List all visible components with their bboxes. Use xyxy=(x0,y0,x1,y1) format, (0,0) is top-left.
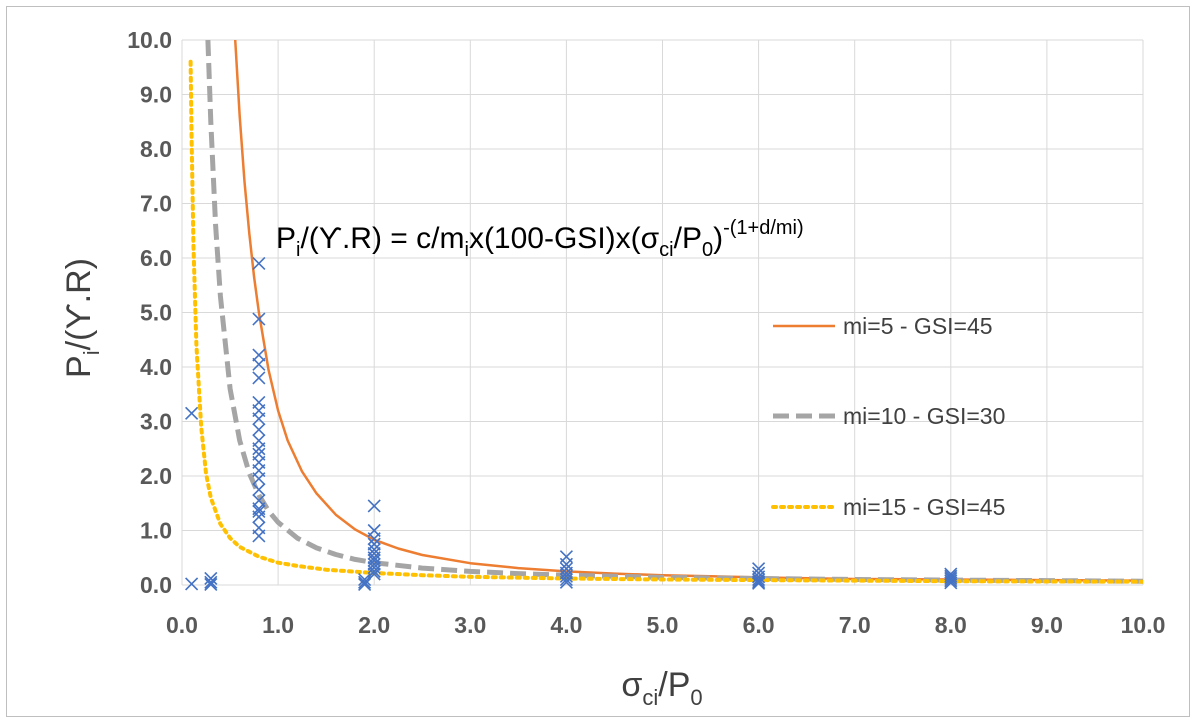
scatter-point xyxy=(752,570,766,584)
scatter-point xyxy=(252,472,266,486)
scatter-point xyxy=(944,569,958,583)
x-tick-label: 4.0 xyxy=(550,612,582,638)
scatter-point xyxy=(252,348,266,362)
scatter-point xyxy=(252,371,266,385)
scatter-point xyxy=(185,577,199,591)
x-tick-label: 7.0 xyxy=(839,612,871,638)
y-tick-label: 4.0 xyxy=(140,354,172,380)
scatter-point xyxy=(752,575,766,589)
scatter-point xyxy=(944,574,958,588)
scatter-point xyxy=(252,529,266,543)
y-tick-label: 8.0 xyxy=(140,136,172,162)
legend-label-mi15-gsi45: mi=15 - GSI=45 xyxy=(843,494,1005,520)
axes: 0.0 1.0 2.0 3.0 4.0 5.0 6.0 7.0 8.0 9.0 10.0 0.0 1.0… xyxy=(127,27,1165,638)
y-tick-label: 3.0 xyxy=(140,409,172,435)
scatter-point xyxy=(252,357,266,371)
x-tick-label: 8.0 xyxy=(935,612,967,638)
scatter-point xyxy=(367,551,381,565)
scatter-point xyxy=(252,412,266,426)
scatter-point xyxy=(252,510,266,524)
scatter-point xyxy=(944,571,958,586)
x-tick-label: 0.0 xyxy=(166,612,198,638)
y-tick-label: 9.0 xyxy=(140,82,172,108)
scatter-point xyxy=(252,442,266,456)
x-tick-label: 2.0 xyxy=(358,612,390,638)
gridlines xyxy=(181,39,1144,586)
scatter-point xyxy=(252,483,266,497)
scatter-point xyxy=(204,577,218,592)
scatter-point xyxy=(204,571,218,586)
scatter-point xyxy=(252,312,266,326)
x-tick-label: 5.0 xyxy=(647,612,679,638)
plot-series xyxy=(185,40,1143,592)
chart-frame xyxy=(6,6,1190,717)
scatter-point xyxy=(367,564,381,578)
x-tick-label: 10.0 xyxy=(1121,612,1166,638)
scatter-point xyxy=(367,499,381,513)
scatter-point xyxy=(252,423,266,437)
scatter-point xyxy=(204,575,218,589)
scatter-point xyxy=(358,572,372,587)
scatter-point xyxy=(367,567,381,581)
scatter-point xyxy=(752,572,766,587)
scatter-point xyxy=(559,572,573,587)
y-tick-label: 6.0 xyxy=(140,245,172,271)
scatter-point xyxy=(367,537,381,551)
scatter-point xyxy=(559,569,573,583)
y-tick-label: 0.0 xyxy=(140,572,172,598)
x-tick-label: 9.0 xyxy=(1031,612,1063,638)
scatter-point xyxy=(367,532,381,546)
scatter-point xyxy=(367,560,381,575)
y-tick-label: 5.0 xyxy=(140,300,172,326)
legend: mi=5 - GSI=45 mi=10 - GSI=30 mi=15 - GSI… xyxy=(771,313,1005,520)
x-tick-label: 1.0 xyxy=(262,612,294,638)
legend-label-mi5-gsi45: mi=5 - GSI=45 xyxy=(843,313,993,339)
scatter-point xyxy=(252,504,266,518)
scatter-point xyxy=(358,575,372,589)
y-tick-label: 1.0 xyxy=(140,518,172,544)
scatter-point xyxy=(559,566,573,580)
scatter-point xyxy=(559,575,573,589)
series-line-0 xyxy=(233,40,1143,582)
y-tick-label: 10.0 xyxy=(127,27,172,53)
series-line-1 xyxy=(205,40,1143,584)
scatter-point xyxy=(944,576,958,590)
scatter-point xyxy=(752,576,766,590)
y-tick-label: 2.0 xyxy=(140,463,172,489)
x-tick-label: 3.0 xyxy=(454,612,486,638)
series-line-2 xyxy=(188,59,1143,584)
scatter-point xyxy=(252,256,266,271)
y-tick-label: 7.0 xyxy=(140,191,172,217)
x-axis-title: σci/P0 xyxy=(621,666,702,710)
formula-annotation: Pi/(ϒ.R) = c/mix(100-GSI)x(σci/P0)-(1+d/… xyxy=(276,217,804,261)
y-axis-title: Pi/(ϒ.R) xyxy=(60,258,104,378)
scatter-point xyxy=(185,406,199,420)
x-tick-label: 6.0 xyxy=(743,612,775,638)
legend-label-mi10-gsi30: mi=10 - GSI=30 xyxy=(843,403,1005,429)
